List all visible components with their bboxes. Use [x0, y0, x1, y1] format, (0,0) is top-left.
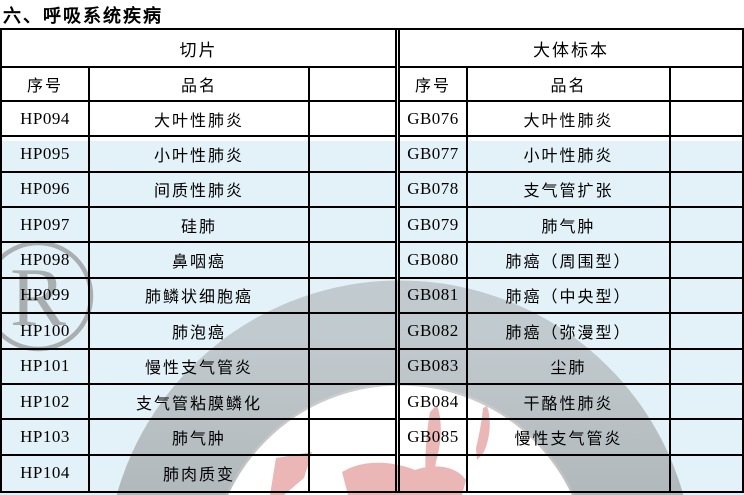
blank-cell: [310, 137, 395, 173]
serial-cell: HP094: [2, 102, 90, 138]
serial-cell: GB079: [400, 208, 468, 244]
watermark-red-brush: [270, 405, 490, 495]
blank-cell: [671, 456, 742, 491]
name-cell: 大叶性肺炎: [90, 102, 310, 138]
blank-cell: [310, 279, 395, 315]
slides-section: 切片 序号 品名 HP094 大叶性肺炎 HP095 小叶性肺炎 HP096 间质性肺炎 H…: [2, 30, 395, 491]
name-cell: 干酪性肺炎: [468, 384, 671, 421]
name-cell: 大叶性肺炎: [468, 102, 671, 138]
serial-cell: HP095: [2, 137, 90, 173]
watermark-ring: [116, 280, 684, 495]
name-cell: 小叶性肺炎: [468, 137, 671, 173]
blank-cell: [671, 279, 742, 315]
serial-cell: HP099: [2, 278, 90, 315]
blank-cell: [671, 420, 742, 456]
gross-specimen-section: 大体标本 序号 品名 GB076 大叶性肺炎 GB077 小叶性肺炎 GB078 支气管扩…: [395, 30, 742, 491]
serial-cell: HP096: [2, 172, 90, 209]
blank-cell: [310, 385, 395, 421]
specimen-table: 切片 序号 品名 HP094 大叶性肺炎 HP095 小叶性肺炎 HP096 间质性肺炎 H…: [0, 28, 744, 493]
name-cell: 肺癌（中央型）: [468, 278, 671, 315]
name-cell: 小叶性肺炎: [90, 137, 310, 173]
blank-cell: [310, 420, 395, 456]
column-header-serial: 序号: [400, 68, 468, 102]
blank-cell: [310, 173, 395, 209]
blank-cell: [671, 208, 742, 244]
page-title: 六、呼吸系统疾病: [3, 6, 163, 26]
serial-cell: HP101: [2, 349, 90, 385]
name-cell: [468, 455, 671, 491]
svg-text:R: R: [10, 251, 66, 344]
serial-cell: GB078: [400, 172, 468, 209]
name-cell: 间质性肺炎: [90, 172, 310, 209]
column-header-blank: [310, 68, 395, 102]
serial-cell: HP100: [2, 314, 90, 350]
blank-cell: [671, 314, 742, 350]
blank-cell: [310, 456, 395, 491]
blank-cell: [310, 102, 395, 138]
column-header-blank: [671, 68, 742, 102]
blank-cell: [671, 102, 742, 138]
name-cell: 支气管粘膜鳞化: [90, 384, 310, 421]
serial-cell: HP097: [2, 208, 90, 244]
name-cell: 肺气肿: [90, 420, 310, 456]
blank-cell: [671, 243, 742, 279]
serial-cell: GB083: [400, 349, 468, 385]
serial-cell: GB084: [400, 384, 468, 421]
blank-cell: [671, 137, 742, 173]
name-cell: 鼻咽癌: [90, 243, 310, 279]
serial-cell: GB082: [400, 314, 468, 350]
blank-cell: [671, 173, 742, 209]
name-cell: 硅肺: [90, 208, 310, 244]
blank-cell: [310, 243, 395, 279]
serial-cell: HP102: [2, 384, 90, 421]
name-cell: 肺癌（弥漫型）: [468, 314, 671, 350]
serial-cell: GB081: [400, 278, 468, 315]
blank-cell: [310, 350, 395, 385]
serial-cell: GB076: [400, 102, 468, 138]
column-header-serial: 序号: [2, 68, 90, 102]
name-cell: 肺气肿: [468, 208, 671, 244]
serial-cell: GB085: [400, 420, 468, 456]
blank-cell: [671, 350, 742, 385]
serial-cell: HP103: [2, 420, 90, 456]
name-cell: 肺癌（周围型）: [468, 243, 671, 279]
serial-cell: GB080: [400, 243, 468, 279]
section-header-gross-specimen: 大体标本: [400, 30, 742, 68]
serial-cell: [400, 455, 468, 491]
name-cell: 肺鳞状细胞癌: [90, 278, 310, 315]
column-header-name: 品名: [468, 68, 671, 102]
name-cell: 支气管扩张: [468, 172, 671, 209]
blank-cell: [310, 208, 395, 244]
name-cell: 肺肉质变: [90, 455, 310, 491]
section-header-slides: 切片: [2, 30, 395, 68]
blank-cell: [310, 314, 395, 350]
blank-cell: [671, 385, 742, 421]
name-cell: 尘肺: [468, 349, 671, 385]
name-cell: 慢性支气管炎: [90, 349, 310, 385]
serial-cell: HP104: [2, 455, 90, 491]
name-cell: 肺泡癌: [90, 314, 310, 350]
serial-cell: GB077: [400, 137, 468, 173]
serial-cell: HP098: [2, 243, 90, 279]
name-cell: 慢性支气管炎: [468, 420, 671, 456]
column-header-name: 品名: [90, 68, 310, 102]
